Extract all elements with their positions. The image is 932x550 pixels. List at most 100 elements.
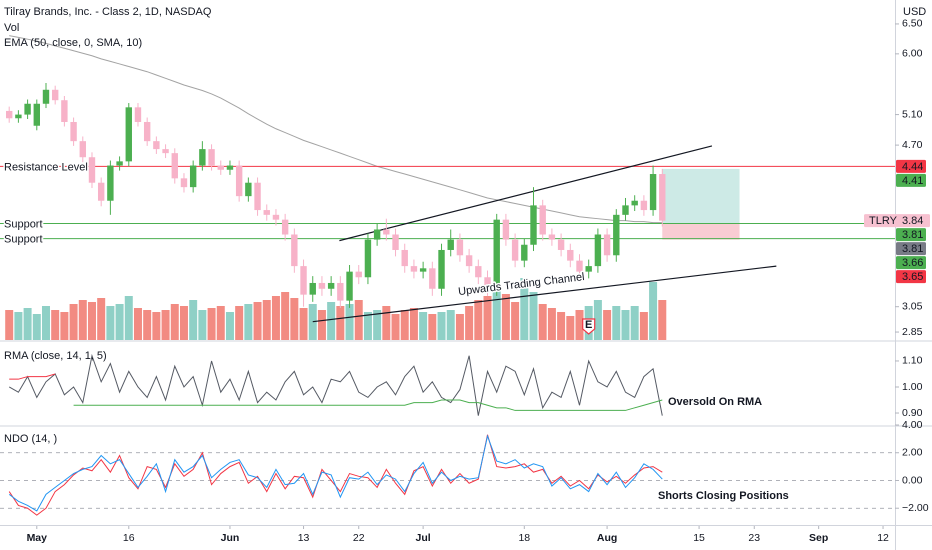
candle-body bbox=[401, 249, 408, 267]
candle-body bbox=[539, 205, 546, 235]
price-tag-value: 3.84 bbox=[902, 215, 923, 227]
price-tag-value: 4.41 bbox=[902, 175, 923, 187]
volume-bar bbox=[501, 294, 510, 340]
candle-body bbox=[162, 149, 169, 154]
candle-body bbox=[484, 277, 491, 289]
volume-bar bbox=[106, 306, 115, 340]
annotation: Oversold On RMA bbox=[668, 396, 762, 408]
candle-body bbox=[116, 161, 123, 166]
volume-bar bbox=[538, 304, 547, 340]
candle-body bbox=[410, 266, 418, 272]
candle-body bbox=[456, 239, 464, 256]
candle-body bbox=[217, 165, 224, 170]
candle-body bbox=[576, 260, 583, 272]
level-label: Resistance Level bbox=[4, 161, 88, 173]
volume-bar bbox=[354, 300, 363, 340]
candle-body bbox=[309, 282, 316, 295]
candle-body bbox=[447, 239, 454, 250]
x-tick-label: Jun bbox=[221, 532, 240, 544]
price-tag-bg bbox=[864, 214, 930, 228]
x-tick-label: Aug bbox=[597, 532, 617, 544]
volume-bar bbox=[189, 300, 198, 340]
candle-body bbox=[429, 268, 436, 289]
candle-body bbox=[153, 141, 160, 150]
candle-body bbox=[355, 271, 362, 278]
candle-body bbox=[88, 157, 96, 183]
level-label: Support bbox=[4, 233, 43, 245]
x-tick-label: 13 bbox=[298, 532, 310, 544]
volume-bar bbox=[327, 302, 336, 340]
volume-bar bbox=[271, 296, 280, 340]
volume-bar bbox=[78, 300, 87, 340]
ndo-pane bbox=[0, 434, 895, 516]
x-tick-label: Sep bbox=[809, 532, 828, 544]
candle-body bbox=[281, 219, 289, 235]
y-tick-label: 1.10 bbox=[902, 355, 923, 367]
candle-body bbox=[300, 266, 307, 295]
price-tag-bg bbox=[896, 242, 926, 256]
candle-body bbox=[15, 114, 22, 119]
candle-body bbox=[5, 110, 13, 119]
candle-body bbox=[51, 89, 59, 101]
volume-bar bbox=[51, 310, 60, 340]
candle-body bbox=[226, 165, 234, 170]
volume-bar bbox=[547, 308, 556, 340]
trend-line bbox=[339, 145, 713, 242]
candle-body bbox=[327, 282, 335, 289]
volume-bar bbox=[474, 300, 483, 340]
price-tag-symbol: TLRY bbox=[869, 215, 898, 227]
candle-body bbox=[134, 107, 142, 122]
volume-bar bbox=[133, 308, 142, 340]
y-tick-label: 3.05 bbox=[902, 300, 923, 312]
volume-bar bbox=[97, 298, 106, 340]
volume-bar bbox=[465, 306, 474, 340]
volume-bar bbox=[262, 300, 271, 340]
volume-bar bbox=[566, 316, 575, 340]
candle-body bbox=[33, 103, 40, 126]
volume-bar bbox=[152, 312, 161, 340]
axes: 6.50 6.00 5.10 4.70 3.05 2.85 May 16 Jun 13 22 Jul 1… bbox=[27, 18, 929, 544]
volume-bar bbox=[630, 306, 639, 340]
volume-bar bbox=[336, 306, 345, 340]
candle-body bbox=[502, 219, 510, 240]
volume-bar bbox=[437, 312, 446, 340]
candle-body bbox=[245, 182, 252, 197]
volume-bar bbox=[143, 310, 152, 340]
price-tag-bg bbox=[896, 256, 926, 270]
candle-body bbox=[511, 239, 519, 261]
rma-title: RMA (close, 14, 1, 5) bbox=[4, 350, 107, 362]
volume-bar bbox=[235, 306, 244, 340]
candle-body bbox=[318, 282, 326, 289]
candle-body bbox=[383, 229, 390, 235]
candle-body bbox=[392, 234, 399, 250]
price-tag-bg bbox=[896, 159, 926, 173]
candle-body bbox=[235, 165, 243, 197]
price-tag-bg bbox=[896, 228, 926, 242]
candle-body bbox=[254, 182, 261, 211]
candle-body bbox=[594, 234, 602, 267]
annotation: Shorts Closing Positions bbox=[658, 490, 789, 502]
y-tick-label: 1.00 bbox=[902, 381, 923, 393]
ndo-title: NDO (14, ) bbox=[4, 433, 57, 445]
indicator-line bbox=[8, 434, 663, 512]
volume-bar bbox=[124, 296, 133, 340]
y-tick-label: 4.70 bbox=[902, 139, 923, 151]
volume-label: Vol bbox=[4, 22, 19, 34]
volume-bar bbox=[253, 302, 262, 340]
candle-body bbox=[79, 141, 86, 158]
volume-bar bbox=[308, 304, 317, 340]
candle-body bbox=[107, 165, 114, 201]
candle-body bbox=[548, 234, 556, 240]
price-tag-value: 3.81 bbox=[902, 229, 923, 241]
volume-bar bbox=[575, 310, 584, 340]
candle-body bbox=[337, 282, 344, 301]
volume-bar bbox=[290, 298, 299, 340]
candle-body bbox=[631, 200, 638, 206]
candle-body bbox=[419, 268, 427, 272]
volume-bar bbox=[455, 314, 464, 340]
chart-title: Tilray Brands, Inc. - Class 2, 1D, NASDA… bbox=[4, 6, 212, 18]
overlay: Tilray Brands, Inc. - Class 2, 1D, NASDA… bbox=[4, 6, 930, 503]
candle-body bbox=[649, 174, 657, 211]
